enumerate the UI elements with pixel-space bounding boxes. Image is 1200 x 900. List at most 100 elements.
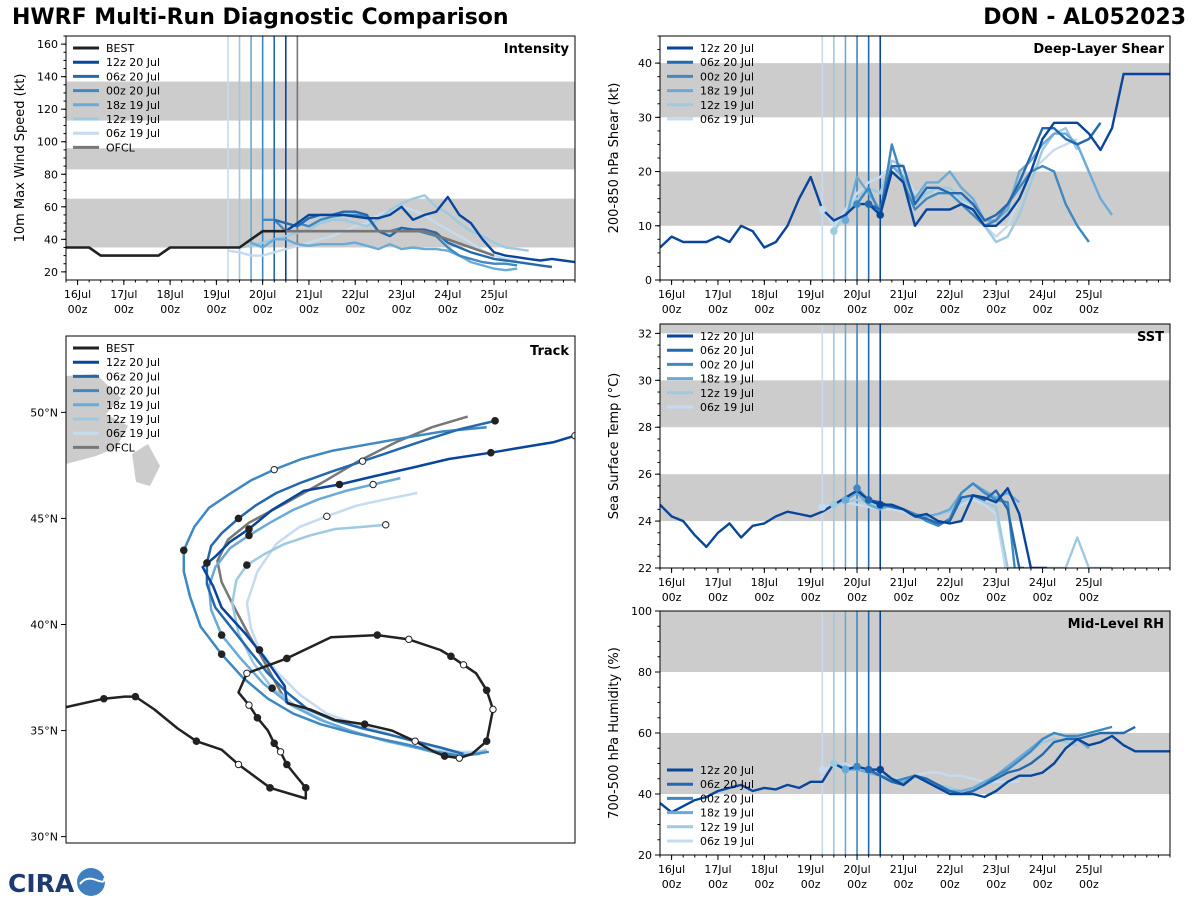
track-marker-12z-20-jul — [245, 525, 253, 533]
x-tick-label: 25Jul — [480, 288, 507, 301]
y-tick-label: 40 — [638, 57, 652, 70]
x-tick-label: 18Jul — [156, 288, 183, 301]
lat-tick-label: 50°N — [30, 406, 58, 419]
x-tick-sublabel: 00z — [708, 303, 728, 316]
x-tick-sublabel: 00z — [1079, 591, 1099, 604]
x-tick-label: 18Jul — [751, 863, 778, 876]
init-marker-00z-20-jul — [853, 762, 861, 771]
logo-text: CIRA — [8, 869, 75, 898]
observed-history-line — [660, 175, 882, 249]
lat-tick-label: 45°N — [30, 512, 58, 525]
legend-label-00z-20-jul: 00z 20 Jul — [700, 70, 754, 83]
track-open-marker-00z-20-jul — [270, 465, 278, 474]
x-tick-label: 18Jul — [751, 576, 778, 589]
track-marker-best — [100, 694, 108, 703]
legend-label-06z-20-jul: 06z 20 Jul — [700, 344, 754, 357]
logo-globe-icon — [77, 868, 105, 896]
x-tick-label: 19Jul — [797, 576, 824, 589]
series-line-00z-20-jul — [856, 143, 1090, 243]
legend-label-00z-20-jul: 00z 20 Jul — [700, 358, 754, 371]
init-marker-06z-20-jul — [864, 200, 873, 208]
track-marker-06z-19-jul — [255, 646, 264, 654]
legend-label-ofcl: OFCL — [106, 441, 136, 454]
lat-tick-label: 30°N — [30, 831, 58, 844]
track-marker-best — [192, 737, 201, 745]
legend-label-12z-19-jul: 12z 19 Jul — [700, 821, 754, 834]
track-marker-best — [440, 752, 449, 760]
track-marker-12z-20-jul — [487, 448, 495, 457]
x-tick-sublabel: 00z — [1079, 878, 1099, 891]
x-tick-sublabel: 00z — [894, 878, 914, 891]
y-tick-label: 100 — [37, 136, 58, 149]
x-tick-label: 17Jul — [704, 863, 731, 876]
track-marker-best — [482, 686, 491, 695]
series-line-12z-20-jul — [879, 72, 1170, 228]
legend-label-12z-20-jul: 12z 20 Jul — [106, 356, 160, 369]
x-tick-label: 19Jul — [203, 288, 230, 301]
track-marker-12z-19-jul — [243, 561, 251, 569]
track-marker-best — [301, 784, 310, 792]
shaded-band-1 — [66, 148, 575, 170]
shear-title: Deep-Layer Shear — [1033, 42, 1164, 57]
shaded-band-1 — [660, 380, 1170, 428]
legend-label-06z-20-jul: 06z 20 Jul — [106, 70, 160, 83]
track-marker-best — [360, 720, 369, 729]
series-line-12z-20-jul — [879, 734, 1170, 799]
shear-ylabel: 200-850 hPa Shear (kt) — [607, 83, 622, 234]
track-open-marker-12z-19-jul — [382, 521, 390, 529]
legend-label-12z-20-jul: 12z 20 Jul — [700, 42, 754, 55]
legend-label-18z-19-jul: 18z 19 Jul — [700, 85, 754, 98]
y-tick-label: 30 — [638, 111, 652, 124]
rh-plot-area — [660, 611, 1170, 855]
track-marker-18z-19-jul — [217, 631, 226, 639]
y-tick-label: 80 — [44, 168, 58, 181]
intensity-plot-area — [66, 36, 575, 280]
track-title: Track — [530, 344, 569, 359]
legend-label-00z-20-jul: 00z 20 Jul — [106, 385, 160, 398]
x-tick-sublabel: 00z — [662, 591, 682, 604]
x-tick-label: 19Jul — [797, 863, 824, 876]
init-marker-12z-20-jul — [876, 211, 885, 219]
panel-intensity: 20 40 60 80 100 120 140 160 16Jul 00z 17Jul 00z 18Ju… — [13, 35, 576, 316]
y-tick-label: 26 — [638, 468, 652, 481]
x-tick-label: 20Jul — [843, 863, 870, 876]
rh-ylabel: 700-500 hPa Humidity (%) — [607, 647, 622, 819]
track-marker-best — [266, 784, 274, 792]
track-marker-00z-20-jul — [179, 546, 188, 555]
x-tick-label: 22Jul — [342, 288, 369, 301]
track-open-marker-best — [234, 760, 243, 769]
avalon-peninsula-landmass — [132, 444, 160, 486]
track-marker-06z-20-jul — [234, 514, 243, 523]
x-tick-label: 24Jul — [434, 288, 461, 301]
legend-label-12z-20-jul: 12z 20 Jul — [700, 764, 754, 777]
x-tick-sublabel: 00z — [894, 591, 914, 604]
x-tick-sublabel: 00z — [847, 303, 867, 316]
x-tick-label: 23Jul — [982, 288, 1009, 301]
legend-label-06z-19-jul: 06z 19 Jul — [106, 127, 160, 140]
y-tick-label: 20 — [44, 266, 58, 279]
sst-ylabel: Sea Surface Temp (°C) — [607, 373, 622, 520]
y-tick-label: 40 — [44, 233, 58, 246]
x-tick-label: 21Jul — [295, 288, 322, 301]
x-tick-label: 22Jul — [936, 288, 963, 301]
y-tick-label: 24 — [638, 515, 652, 528]
x-tick-label: 24Jul — [1029, 576, 1056, 589]
intensity-ylabel: 10m Max Wind Speed (kt) — [13, 74, 28, 243]
legend-label-12z-19-jul: 12z 19 Jul — [700, 387, 754, 400]
legend-label-18z-19-jul: 18z 19 Jul — [700, 807, 754, 820]
track-open-marker-best — [276, 748, 285, 756]
x-tick-sublabel: 00z — [114, 303, 134, 316]
x-tick-label: 20Jul — [843, 576, 870, 589]
x-tick-label: 22Jul — [936, 576, 963, 589]
legend-label-06z-20-jul: 06z 20 Jul — [700, 778, 754, 791]
x-tick-label: 16Jul — [658, 863, 685, 876]
track-marker-best — [283, 654, 291, 663]
x-tick-sublabel: 00z — [68, 303, 88, 316]
y-tick-label: 10 — [638, 220, 652, 233]
x-tick-label: 16Jul — [64, 288, 91, 301]
x-tick-label: 24Jul — [1029, 288, 1056, 301]
track-open-marker-06z-19-jul — [323, 512, 331, 521]
x-tick-label: 23Jul — [982, 863, 1009, 876]
legend-label-00z-20-jul: 00z 20 Jul — [106, 85, 160, 98]
